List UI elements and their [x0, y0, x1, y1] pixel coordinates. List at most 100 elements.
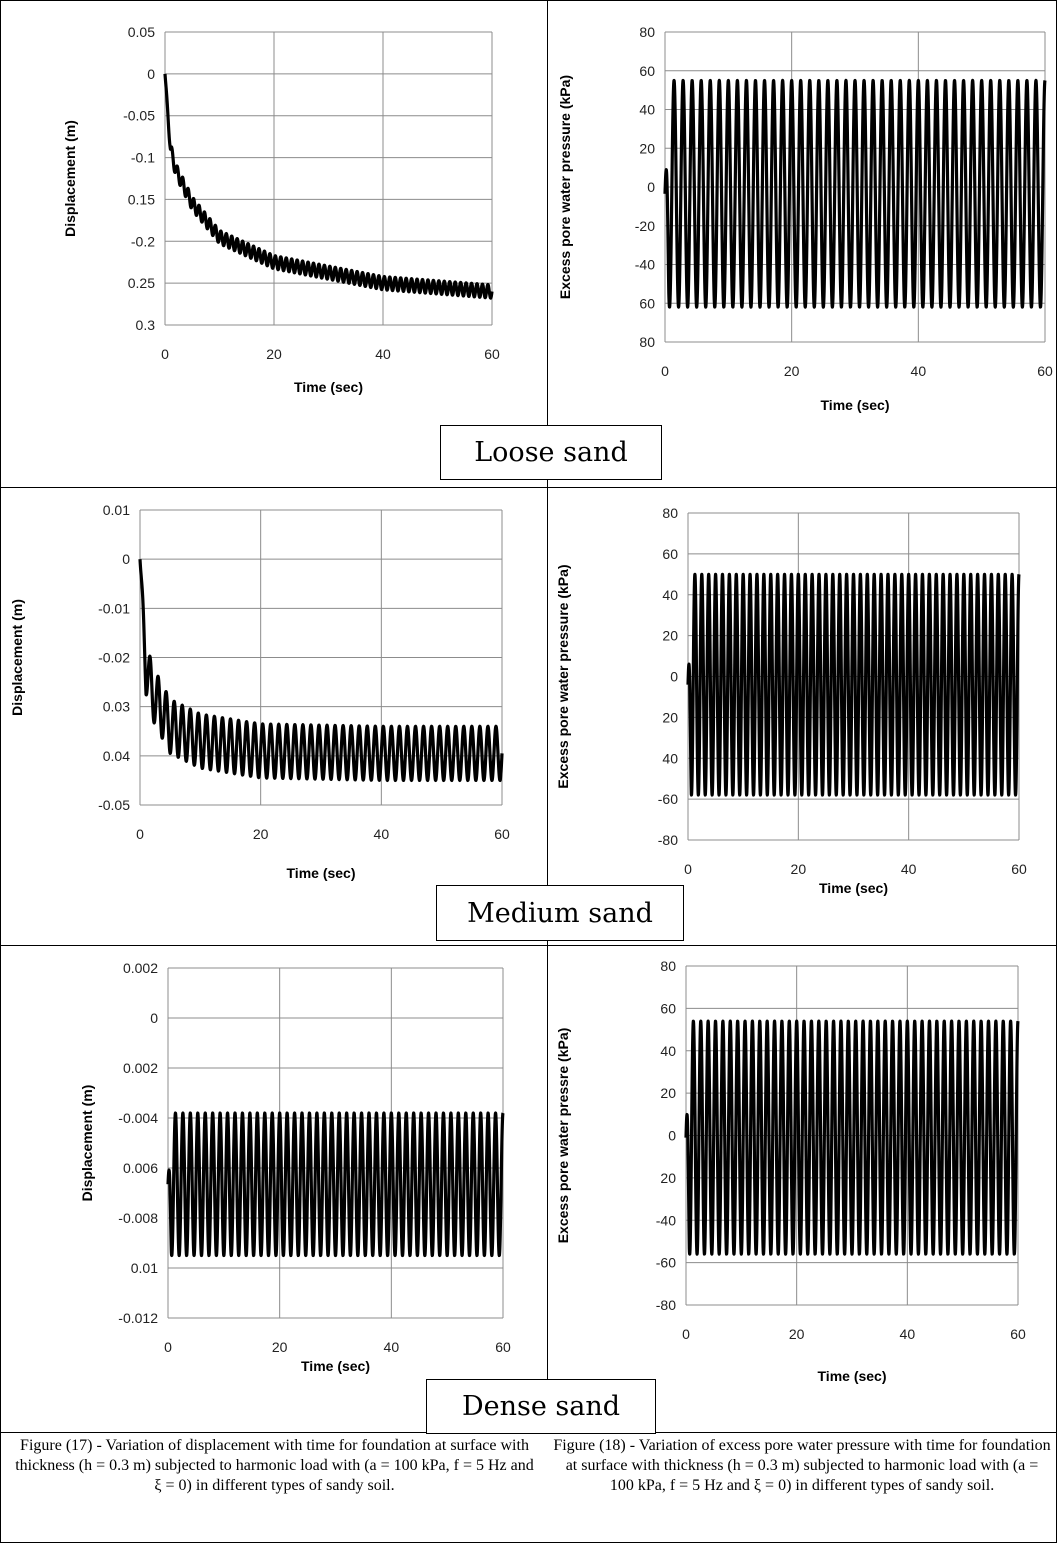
y-tick-label: -80 — [658, 832, 678, 848]
x-axis-title: Time (sec) — [821, 397, 890, 413]
y-tick-label: 0 — [147, 66, 155, 82]
y-tick-label: 0 — [122, 551, 130, 567]
y-tick-label: 0 — [668, 1128, 676, 1144]
chart-medium-displacement: 0.01 0 -0.01 -0.02 0.03 0.04 -0.05 0 20 40 60 Time … — [0, 488, 540, 898]
y-tick-label: -0.1 — [131, 150, 155, 166]
x-tick-label: 0 — [684, 861, 692, 877]
y-tick-label: 80 — [639, 24, 655, 40]
y-tick-label: 0.3 — [136, 317, 156, 333]
y-tick-label: -0.02 — [98, 650, 130, 666]
chart-loose-pore-pressure: 80 60 40 20 0 -20 -40 60 80 0 20 40 60 Time (sec) Exce… — [548, 0, 1053, 430]
y-tick-label: 0.006 — [123, 1160, 158, 1176]
x-tick-label: 20 — [784, 363, 800, 379]
y-axis-title: Excess pore water pressre (kPa) — [555, 1028, 571, 1244]
y-tick-label: 40 — [662, 750, 678, 766]
x-tick-label: 60 — [1010, 1326, 1026, 1342]
y-tick-label: 0 — [670, 669, 678, 685]
x-tick-label: 60 — [495, 1339, 511, 1355]
x-tick-label: 60 — [494, 826, 510, 842]
x-axis-title: Time (sec) — [294, 379, 363, 395]
chart-medium-pore-pressure-svg: 80 60 40 20 0 20 40 -60 -80 0 20 40 60 Time (sec) Exce… — [555, 505, 1027, 896]
chart-dense-displacement-svg: 0.002 0 0.002 -0.004 0.006 -0.008 0.01 -0.012 0 2… — [79, 960, 511, 1374]
y-tick-label: -0.2 — [131, 233, 155, 249]
y-tick-label: -60 — [656, 1255, 676, 1271]
x-axis-title: Time (sec) — [819, 880, 888, 896]
x-tick-label: 20 — [266, 346, 282, 362]
x-tick-label: 0 — [136, 826, 144, 842]
x-tick-label: 20 — [272, 1339, 288, 1355]
x-tick-label: 40 — [900, 1326, 916, 1342]
y-tick-label: 0.03 — [103, 699, 130, 715]
series-line — [163, 73, 494, 300]
x-tick-label: 20 — [253, 826, 269, 842]
y-tick-label: 60 — [660, 1000, 676, 1016]
y-tick-label: 60 — [639, 63, 655, 79]
x-tick-label: 60 — [1037, 363, 1053, 379]
vertical-divider — [547, 0, 548, 1432]
y-tick-label: -40 — [635, 257, 655, 273]
y-tick-label: 60 — [662, 546, 678, 562]
x-tick-label: 0 — [682, 1326, 690, 1342]
row-divider-2 — [0, 945, 1057, 946]
y-tick-label: 80 — [660, 958, 676, 974]
series-line — [686, 572, 1021, 797]
y-tick-label: 40 — [639, 102, 655, 118]
y-tick-label: -40 — [656, 1212, 676, 1228]
chart-dense-pore-pressure: 80 60 40 20 0 20 -40 -60 -80 0 20 40 60 Time (sec) Exc… — [548, 946, 1053, 1396]
y-tick-label: -0.01 — [98, 600, 130, 616]
y-tick-label: 0 — [647, 179, 655, 195]
y-tick-label: -80 — [656, 1297, 676, 1313]
series-line — [166, 1111, 505, 1258]
section-label-loose: Loose sand — [440, 425, 662, 480]
x-tick-label: 40 — [384, 1339, 400, 1355]
x-tick-label: 20 — [791, 861, 807, 877]
x-tick-label: 40 — [375, 346, 391, 362]
x-tick-label: 60 — [1011, 861, 1027, 877]
y-tick-label: 80 — [662, 505, 678, 521]
x-tick-label: 40 — [374, 826, 390, 842]
row-divider-1 — [0, 487, 1057, 488]
chart-loose-displacement: 0.05 0 -0.05 -0.1 0.15 -0.2 0.25 0.3 0 20 40 60 Time… — [0, 0, 540, 410]
y-tick-label: 20 — [662, 628, 678, 644]
x-axis-title: Time (sec) — [287, 865, 356, 881]
chart-dense-displacement: 0.002 0 0.002 -0.004 0.006 -0.008 0.01 -0.012 0 2… — [0, 946, 540, 1386]
y-tick-label: 20 — [660, 1170, 676, 1186]
x-tick-label: 20 — [789, 1326, 805, 1342]
x-tick-label: 0 — [164, 1339, 172, 1355]
y-tick-label: -0.012 — [118, 1310, 158, 1326]
y-axis-title: Excess pore water pressure (kPa) — [557, 75, 573, 299]
series-line — [684, 1019, 1020, 1256]
y-tick-label: 60 — [639, 295, 655, 311]
x-tick-label: 40 — [901, 861, 917, 877]
section-label-medium: Medium sand — [436, 885, 684, 941]
y-tick-label: -0.004 — [118, 1110, 158, 1126]
y-tick-label: 0 — [150, 1010, 158, 1026]
y-tick-label: 0.002 — [123, 960, 158, 976]
y-tick-label: 0.01 — [131, 1260, 158, 1276]
y-tick-label: -0.05 — [123, 108, 155, 124]
chart-dense-pore-pressure-svg: 80 60 40 20 0 20 -40 -60 -80 0 20 40 60 Time (sec) Exc… — [555, 958, 1026, 1384]
y-tick-label: 0.15 — [128, 191, 155, 207]
y-tick-label: 80 — [639, 334, 655, 350]
series-line — [663, 78, 1047, 309]
x-tick-label: 0 — [661, 363, 669, 379]
section-label-dense: Dense sand — [426, 1379, 656, 1434]
y-axis-title: Excess pore water pressure (kPa) — [555, 564, 571, 788]
y-tick-label: 20 — [662, 709, 678, 725]
x-tick-label: 60 — [484, 346, 500, 362]
x-tick-label: 40 — [911, 363, 927, 379]
y-tick-label: 0.05 — [128, 24, 155, 40]
y-axis-title: Displacement (m) — [9, 599, 25, 716]
x-tick-label: 0 — [161, 346, 169, 362]
y-tick-label: 0.01 — [103, 502, 130, 518]
y-axis-title: Displacement (m) — [79, 1085, 95, 1202]
y-tick-label: 0.002 — [123, 1060, 158, 1076]
y-tick-label: 40 — [660, 1043, 676, 1059]
caption-figure-18: Figure (18) - Variation of excess pore w… — [553, 1437, 1051, 1494]
y-tick-label: 0.04 — [103, 748, 130, 764]
y-tick-label: -60 — [658, 791, 678, 807]
y-axis-title: Displacement (m) — [62, 120, 78, 237]
chart-medium-pore-pressure: 80 60 40 20 0 20 40 -60 -80 0 20 40 60 Time (sec) Exce… — [548, 488, 1053, 908]
y-tick-label: 0.25 — [128, 275, 155, 291]
series-line — [138, 559, 504, 783]
